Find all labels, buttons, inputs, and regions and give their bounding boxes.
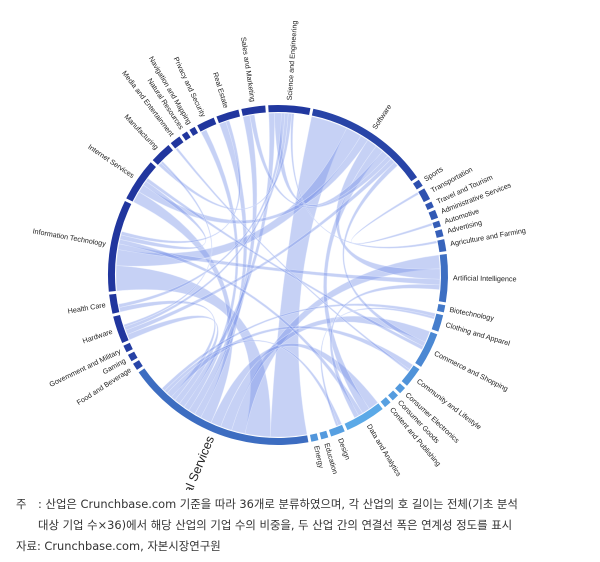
chord-software-internet-services	[138, 135, 369, 224]
arc-hardware	[113, 314, 129, 344]
chord-software-sales-and-marketing	[249, 114, 392, 209]
chord-information-technology-data-and-analytics	[118, 238, 363, 416]
label-clothing-and-apparel: Clothing and Apparel	[445, 320, 512, 348]
chord-science-and-engineering-manufacturing	[158, 113, 293, 211]
arc-internet-services	[126, 162, 156, 202]
arc-consumer-electronics	[395, 383, 406, 394]
chord-media-and-entertainment-community-and-lifestyle	[175, 147, 410, 372]
arc-media-and-entertainment	[170, 136, 184, 149]
label-internet-services: Internet Services	[86, 142, 136, 180]
arc-manufacturing	[152, 145, 173, 165]
chord-financial-services-health-care	[118, 300, 216, 401]
arc-advertising	[434, 229, 444, 238]
chord-financial-services-privacy-and-security	[183, 129, 239, 411]
chord-financial-services-data-and-analytics	[210, 343, 379, 427]
note-line-1: 주 : 산업은 Crunchbase.com 기준을 따라 36개로 분류하였으며…	[16, 494, 586, 515]
arc-privacy-and-security	[197, 117, 217, 132]
arc-consumer-goods	[388, 390, 399, 401]
chord-agriculture-and-farming-science-and-engineering	[290, 113, 438, 249]
arc-health-care	[109, 293, 120, 314]
chord-financial-services-internet-services	[133, 191, 234, 423]
arc-gaming	[127, 351, 138, 362]
arc-food-and-beverage	[133, 360, 143, 370]
label-biotechnology: Biotechnology	[449, 305, 495, 323]
note-prefix: 주	[16, 497, 27, 511]
arc-travel-and-tourism	[425, 201, 434, 210]
label-science-and-engineering: Science and Engineering	[285, 20, 299, 100]
label-artificial-intelligence: Artificial Intelligence	[453, 273, 517, 283]
industry-arcs	[108, 105, 448, 445]
chord-software-hardware	[125, 158, 395, 335]
chord-information-technology-internet-services	[119, 180, 207, 250]
arc-content-and-publishing	[380, 397, 391, 408]
arc-education	[319, 430, 329, 440]
chord-information-technology-real-estate	[120, 120, 242, 244]
label-information-technology: Information Technology	[32, 226, 107, 248]
arc-design	[328, 424, 345, 437]
arc-commerce-and-shopping	[415, 331, 438, 367]
label-education: Education	[322, 442, 339, 475]
label-real-estate: Real Estate	[211, 71, 231, 109]
label-commerce-and-shopping: Commerce and Shopping	[433, 349, 510, 393]
label-data-and-analytics: Data and Analytics	[365, 422, 404, 478]
arc-real-estate	[216, 109, 241, 124]
arc-automotive	[432, 220, 441, 229]
note-text-2: 대상 기업 수×36)에서 해당 산업의 기업 수의 비중을, 두 산업 간의 …	[38, 518, 513, 532]
arc-clothing-and-apparel	[431, 313, 444, 332]
arc-natural-resources	[181, 131, 191, 141]
chord-financial-services-software	[269, 116, 348, 438]
label-design: Design	[336, 437, 352, 461]
arc-data-and-analytics	[344, 403, 383, 431]
label-health-care: Health Care	[67, 300, 106, 315]
arc-software	[311, 108, 418, 182]
arc-government-and-military	[123, 342, 133, 353]
chord-software-data-and-analytics	[323, 145, 383, 414]
chord-financial-services-information-technology	[115, 265, 271, 438]
chart-notes: 주 : 산업은 Crunchbase.com 기준을 따라 36개로 분류하였으며…	[16, 494, 586, 557]
source-line: 자료: Crunchbase.com, 자본시장연구원	[16, 539, 221, 553]
chord-financial-services-clothing-and-apparel	[161, 303, 436, 392]
chord-information-technology-artificial-intelligence	[117, 243, 441, 286]
chord-transportation-automotive	[351, 192, 433, 245]
note-line-2: 대상 기업 수×36)에서 해당 산업의 기업 수의 비중을, 두 산업 간의 …	[16, 515, 586, 536]
chord-manufacturing-hardware	[123, 160, 213, 328]
arc-transportation	[418, 188, 431, 203]
arc-administrative-services	[428, 209, 439, 221]
arc-navigation-and-mapping	[189, 126, 199, 136]
arc-sports	[412, 179, 423, 190]
chord-design-clothing-and-apparel	[320, 307, 435, 427]
label-sales-and-marketing: Sales and Marketing	[239, 36, 257, 102]
chord-internet-services-commerce-and-shopping	[145, 177, 424, 350]
arc-community-and-lifestyle	[401, 365, 420, 386]
label-financial-services: Financial Services	[166, 434, 218, 490]
chord-ribbons	[115, 112, 441, 438]
arc-financial-services	[138, 368, 309, 445]
arc-information-technology	[108, 200, 132, 292]
label-software: Software	[370, 103, 393, 132]
arc-energy	[309, 433, 319, 442]
label-hardware: Hardware	[81, 327, 113, 346]
chord-software-commerce-and-shopping	[342, 161, 426, 347]
arc-biotechnology	[437, 304, 446, 313]
arc-sales-and-marketing	[241, 105, 266, 116]
arc-science-and-engineering	[268, 105, 311, 115]
note-text-1: : 산업은 Crunchbase.com 기준을 따라 36개로 분류하였으며,…	[38, 497, 518, 511]
arc-artificial-intelligence	[438, 254, 448, 303]
arc-agriculture-and-farming	[437, 239, 447, 253]
chord-artificial-intelligence-data-and-analytics	[329, 284, 441, 419]
